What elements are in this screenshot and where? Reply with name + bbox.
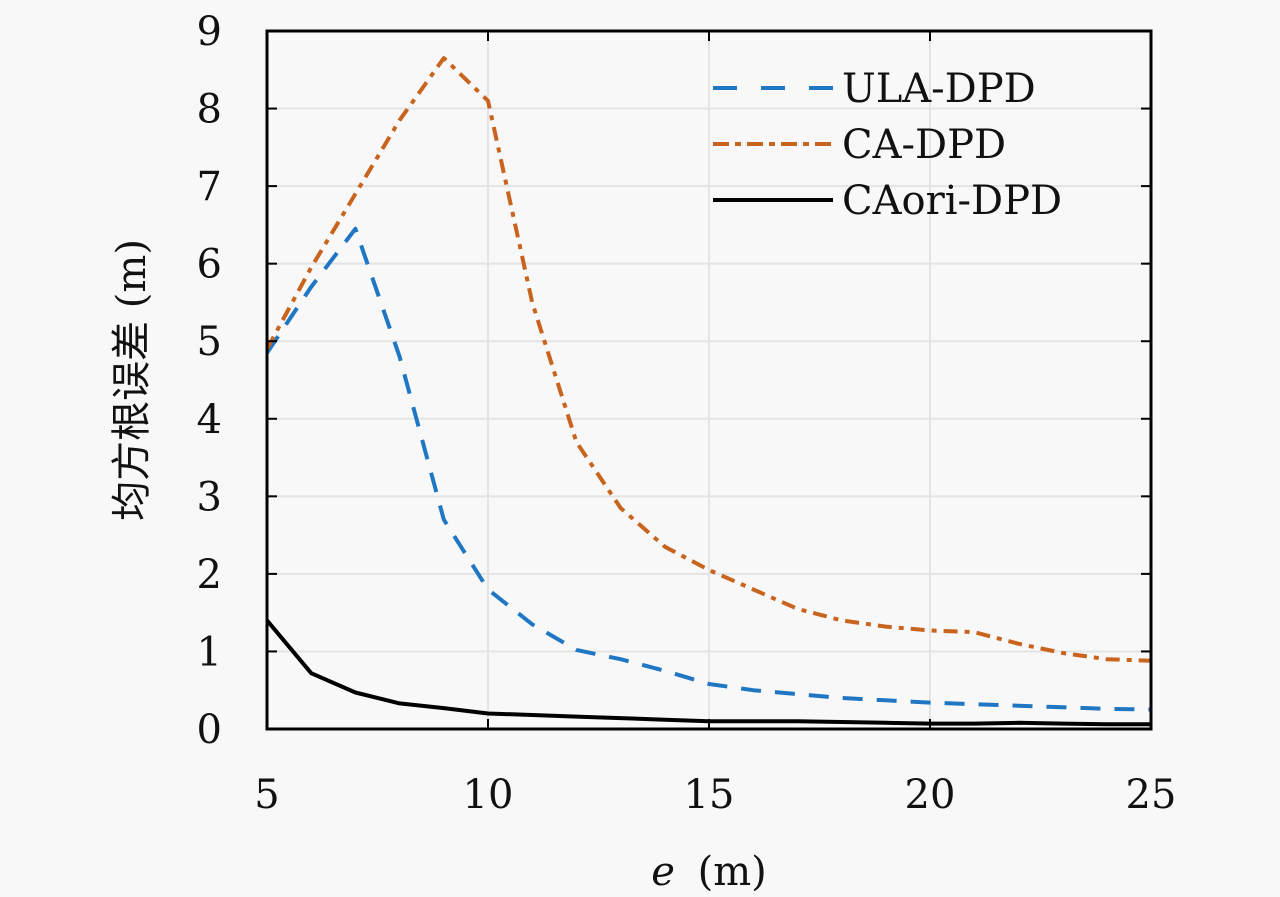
y-tick-label: 0: [197, 707, 222, 753]
x-tick-label: 15: [684, 772, 735, 818]
y-tick-label: 1: [197, 629, 222, 675]
series-line-ca-dpd: [265, 56, 1152, 663]
tick-labels: 5 10 15 20 25 0 1 2 3 4 5 6 7 8 9: [197, 9, 1177, 818]
legend-label-ula-dpd: ULA-DPD: [842, 66, 1036, 112]
x-tick-label: 5: [254, 772, 279, 818]
x-axis-label-unit: (m): [698, 849, 767, 895]
y-tick-label: 2: [197, 552, 222, 598]
y-tick-label: 8: [197, 87, 222, 133]
x-axis-label-variable: e: [651, 849, 675, 895]
x-tick-label: 10: [463, 772, 514, 818]
y-tick-label: 9: [197, 9, 222, 55]
y-tick-label: 7: [197, 164, 222, 210]
ticks: [266, 30, 1152, 730]
y-tick-label: 6: [197, 242, 222, 288]
y-tick-label: 5: [197, 319, 222, 365]
legend-label-ca-dpd: CA-DPD: [842, 122, 1006, 168]
y-tick-label: 3: [197, 474, 222, 520]
y-axis-label: 均方根误差 (m): [109, 239, 155, 521]
y-tick-label: 4: [197, 397, 222, 443]
legend-label-caori-dpd: CAori-DPD: [842, 178, 1062, 224]
x-tick-label: 20: [905, 772, 956, 818]
x-axis-label: e (m): [651, 849, 767, 895]
x-tick-label: 25: [1126, 772, 1177, 818]
legend: ULA-DPD CA-DPD CAori-DPD: [713, 66, 1062, 224]
series-line-ula-dpd: [265, 226, 1152, 712]
